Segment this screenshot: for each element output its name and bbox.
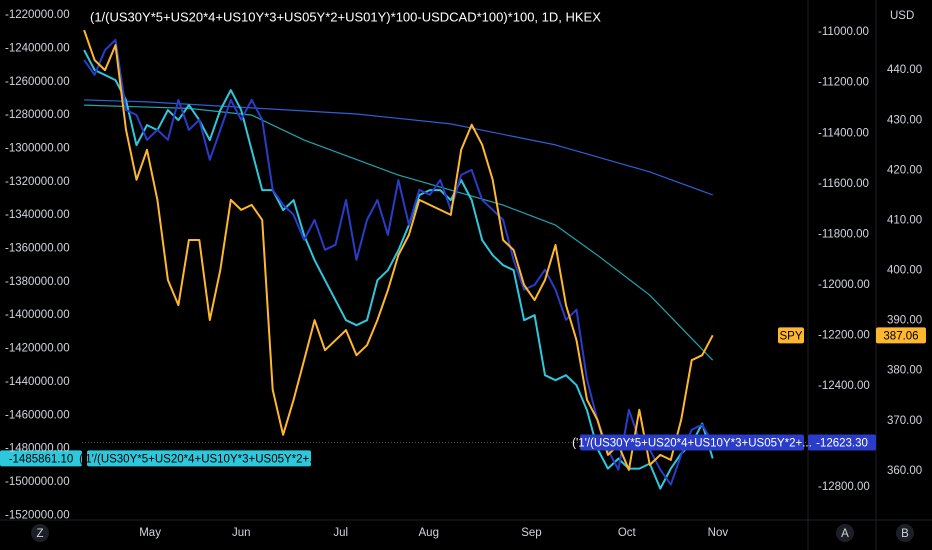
price-label: -12623.30 [816, 437, 868, 449]
y-tick-label: -1360000.00 [5, 243, 70, 255]
button-label[interactable]: A [841, 528, 849, 540]
y-tick-label: -1240000.00 [5, 42, 70, 54]
y-tick-label: 390.00 [887, 315, 922, 327]
y-tick-label: -11600.00 [818, 178, 869, 190]
y-tick-label: -12000.00 [818, 279, 870, 291]
button[interactable] [836, 524, 854, 542]
plot-area [82, 29, 808, 490]
y-tick-label: -1520000.00 [5, 509, 70, 521]
y-tick-label: -11800.00 [818, 228, 869, 240]
y-tick-label: -1460000.00 [5, 409, 70, 421]
x-tick-label: Sep [521, 527, 541, 539]
legend-label: ('1'/(US30Y*5+US20*4+US10Y*3+US05Y*2+... [572, 437, 812, 449]
button-label[interactable]: B [901, 528, 909, 540]
y-tick-label: 380.00 [887, 365, 922, 377]
y-tick-label: -12200.00 [818, 329, 870, 341]
price-label-box [0, 450, 82, 467]
overlay: -1485861.10 ('1'/(US30Y*5+US20*4+US10Y*3+… [0, 327, 926, 467]
y-tick-label: -12800.00 [818, 481, 870, 493]
y-tick-label: -1380000.00 [5, 276, 70, 288]
y-tick-label: -11400.00 [818, 127, 869, 139]
y-tick-label: 400.00 [887, 265, 922, 277]
y-tick-label: -1420000.00 [5, 343, 70, 355]
legend-label: ('1'/(US30Y*5+US20*4+US10Y*3+US05Y*2+... [79, 453, 319, 465]
y-tick-label: 370.00 [887, 415, 922, 427]
y-tick-label: -1300000.00 [5, 142, 70, 154]
y-tick-label: -1500000.00 [5, 476, 70, 488]
y-tick-label: -1280000.00 [5, 109, 70, 121]
y-tick-label: 440.00 [887, 64, 922, 76]
x-tick-label: Jun [232, 527, 251, 539]
series-line [84, 99, 713, 196]
y-tick-label: -11200.00 [818, 77, 869, 89]
y-tick-label: 420.00 [887, 164, 922, 176]
x-tick-label: May [139, 527, 161, 539]
y-tick-label: -1340000.00 [5, 209, 70, 221]
y-tick-label: -12400.00 [818, 380, 870, 392]
button[interactable] [896, 524, 914, 542]
y-tick-label: 360.00 [887, 465, 922, 477]
y-tick-label: -1400000.00 [5, 309, 70, 321]
series-line [83, 49, 714, 490]
y-tick-label: 410.00 [887, 214, 922, 226]
y-tick-label: -1320000.00 [5, 176, 70, 188]
price-label: 387.06 [883, 330, 918, 342]
button[interactable] [31, 524, 49, 542]
y-tick-label: -1440000.00 [5, 376, 70, 388]
series-line [83, 29, 714, 471]
x-tick-label: Nov [708, 527, 729, 539]
currency-label: USD [890, 10, 914, 22]
y-tick-label: -1260000.00 [5, 76, 70, 88]
button-label[interactable]: Z [36, 528, 43, 540]
legend-box [580, 434, 804, 451]
x-tick-label: Jul [333, 527, 348, 539]
price-label-box [876, 327, 926, 344]
legend-label: SPY [779, 330, 802, 342]
y-tick-label: -11000.00 [818, 26, 869, 38]
legend-box [778, 327, 804, 344]
price-label: -1485861.10 [9, 453, 74, 465]
chart-title: (1/(US30Y*5+US20*4+US10Y*3+US05Y*2+US01Y… [90, 9, 601, 24]
y-tick-label: -1220000.00 [5, 9, 70, 21]
x-tick-label: Oct [618, 527, 637, 539]
y-tick-label: 430.00 [887, 114, 922, 126]
legend-box [87, 450, 311, 467]
x-tick-label: Aug [419, 527, 439, 539]
y-tick-label: -1480000.00 [5, 443, 70, 455]
price-label-box [808, 434, 876, 451]
